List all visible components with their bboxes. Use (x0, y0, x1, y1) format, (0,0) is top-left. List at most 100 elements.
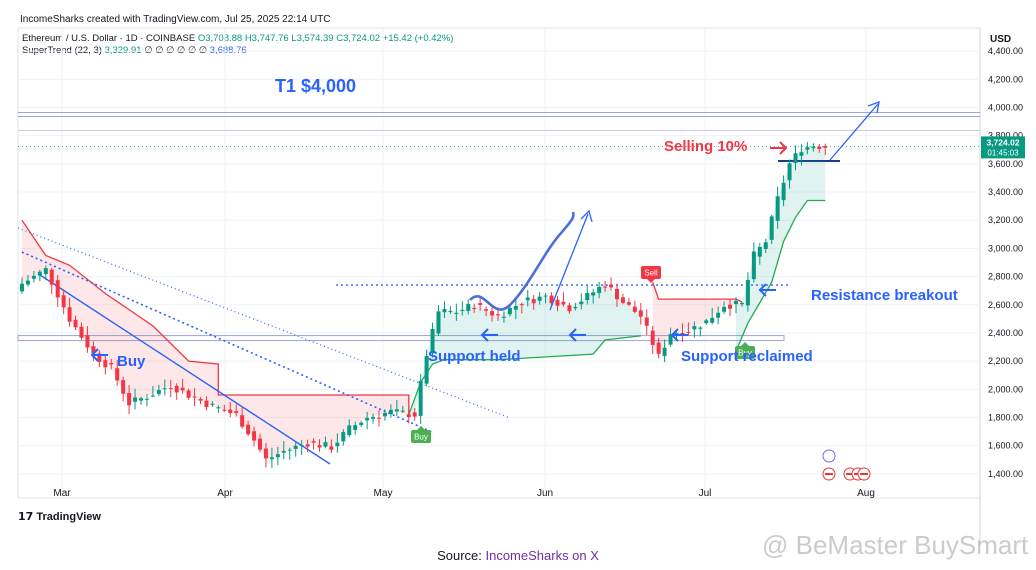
y-tick-label: 3,600.00 (988, 159, 1023, 169)
candle-body (555, 299, 560, 306)
buy-signal-pointer (417, 426, 425, 430)
candle-body (823, 146, 828, 148)
candle-body (615, 288, 619, 300)
support-arrow (480, 328, 489, 342)
supertrend-bull-line (408, 335, 641, 415)
countdown-label: 01:45:03 (987, 148, 1019, 157)
candle-body (674, 333, 679, 335)
source-link[interactable]: IncomeSharks on X (485, 548, 599, 563)
candle-body (734, 300, 738, 305)
candle-body (501, 316, 506, 318)
ohlc-values: O3,708.88 H3,747.76 L3,574.39 C3,724.02 … (197, 33, 454, 44)
candle-body (43, 268, 48, 275)
candle-body (591, 292, 596, 296)
candle-body (73, 319, 78, 328)
candle-body (549, 295, 554, 304)
tradingview-label: TradingView (36, 511, 101, 523)
candle-body (531, 299, 536, 304)
resistance-arrow (758, 283, 767, 297)
symbol-name[interactable]: Ethereum / U.S. Dollar · 1D · COINBASE (22, 33, 196, 44)
sell-signal-text: Sell (644, 269, 658, 278)
selling-arrow-head (779, 141, 788, 155)
supertrend-fill (22, 145, 826, 460)
candle-body (811, 146, 816, 149)
candle-body (579, 301, 584, 305)
x-tick-label: May (374, 488, 393, 499)
y-tick-label: 3,200.00 (988, 215, 1023, 225)
candle-body (656, 342, 661, 354)
y-tick-label: 1,800.00 (988, 413, 1023, 423)
buy-annotation: Buy (117, 353, 146, 370)
candle-body (192, 396, 197, 398)
candle-body (85, 334, 90, 348)
candle-body (728, 304, 733, 309)
buy-signal: Buy (735, 342, 755, 359)
candle-body (210, 403, 215, 405)
candle-body (139, 398, 143, 401)
buy-arrow (90, 348, 99, 362)
currency-label[interactable]: USD (990, 34, 1012, 45)
candle-body (49, 269, 54, 285)
candle-body (478, 303, 483, 305)
candle-body (412, 412, 417, 417)
x-tick-label: Apr (217, 488, 233, 499)
sell-signal: Sell (641, 266, 661, 283)
candle-body (472, 308, 477, 310)
candle-body (745, 280, 750, 306)
candle-body (722, 306, 727, 312)
y-tick-label: 2,000.00 (988, 384, 1023, 394)
candle-body (246, 424, 251, 435)
candle-body (537, 296, 542, 301)
candle-body (79, 326, 84, 338)
support-arrow (670, 328, 679, 342)
candle-body (97, 353, 102, 362)
support-held-annotation: Support held (428, 348, 521, 365)
candle-body (739, 303, 744, 305)
candle-body (144, 398, 149, 400)
candle-body (67, 307, 72, 322)
trend-lines (17, 227, 511, 465)
projection-curve (469, 211, 575, 311)
candle-body (484, 309, 489, 311)
candle-body (567, 305, 572, 312)
candle-body (347, 425, 352, 436)
y-tick-label: 4,000.00 (988, 103, 1023, 113)
candle-body (519, 304, 524, 306)
tradingview-logo-icon: 𝟭𝟳 (18, 511, 34, 523)
candle-body (121, 380, 126, 394)
candle-body (626, 302, 631, 305)
candle-body (20, 283, 24, 292)
candle-body (490, 311, 495, 316)
y-tick-label: 4,200.00 (988, 74, 1023, 84)
candle-body (258, 438, 262, 450)
tradingview-logo[interactable]: 𝟭𝟳 TradingView (18, 510, 101, 523)
supertrend-bear-line (21, 219, 410, 415)
solid-trendline (39, 274, 331, 465)
price-label-box (981, 136, 1025, 159)
price-chart[interactable]: 1,400.00 1,600.00 1,800.00 2,000.00 2,200.00… (0, 0, 1036, 545)
candle-body (781, 182, 786, 201)
candle-body (341, 432, 346, 442)
candle-body (186, 390, 191, 398)
candle-body (751, 251, 756, 280)
candle-body (632, 306, 637, 312)
candle-body (496, 314, 500, 316)
y-tick-label: 3,800.00 (988, 131, 1023, 141)
target-arrow (829, 103, 879, 161)
projection-arrowhead (580, 209, 593, 223)
candle-body (371, 416, 376, 419)
support-reclaimed-annotation: Support reclaimed (681, 348, 813, 365)
candle-body (37, 271, 42, 276)
symbol-legend: Ethereum / U.S. Dollar · 1D · COINBASE O… (22, 33, 453, 44)
source-prefix: Source: (437, 548, 486, 563)
candle-body (573, 307, 578, 309)
candle-body (763, 242, 768, 249)
candle-body (174, 385, 179, 393)
candle-body (293, 445, 298, 450)
target-annotation: T1 $4,000 (275, 76, 356, 96)
candle-body (150, 395, 155, 397)
horizontal-levels (17, 112, 980, 342)
candle-body (799, 152, 804, 156)
candle-body (787, 163, 792, 181)
candle-body (400, 410, 405, 412)
